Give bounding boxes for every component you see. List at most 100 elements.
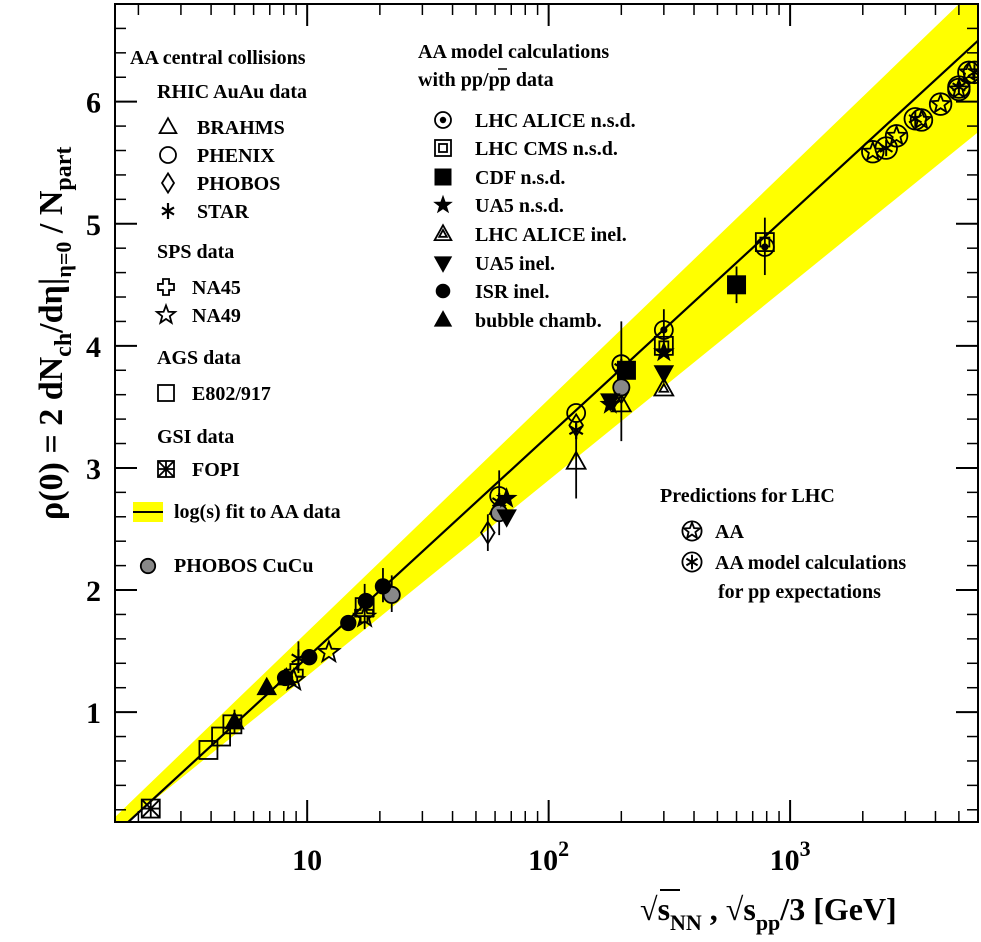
legend-label-na45: NA45 xyxy=(192,277,241,299)
data-point xyxy=(903,107,928,131)
prediction-band-layer xyxy=(115,4,978,822)
y-tick-label: 6 xyxy=(86,87,101,120)
data-point xyxy=(612,378,631,397)
data-point xyxy=(283,663,304,683)
legend-label-lhc-aa: AA xyxy=(715,521,744,543)
legend-item-cdf-nsd: CDF n.s.d. xyxy=(434,167,565,189)
data-point xyxy=(374,578,392,595)
asterisk-in-circle-icon xyxy=(681,551,703,573)
legend-rhic-heading: RHIC AuAu data xyxy=(157,81,307,103)
data-point xyxy=(600,393,621,412)
data-point xyxy=(861,139,885,164)
legend-label-isr-inel: ISR inel. xyxy=(475,281,549,303)
data-point xyxy=(652,376,675,397)
data-point xyxy=(357,592,375,610)
triangle-open-icon xyxy=(158,116,178,135)
triangle-down-filled-icon xyxy=(433,256,453,273)
fit-line xyxy=(126,39,978,822)
legend-item-phenix: PHENIX xyxy=(159,145,275,167)
square-open-icon xyxy=(157,384,175,402)
legend-label-star: STAR xyxy=(197,201,249,223)
data-point xyxy=(211,726,231,747)
star-in-circle-icon xyxy=(681,520,703,542)
legend-aa-central: AA central collisions RHIC AuAu data BRA… xyxy=(130,47,341,577)
legend-gsi-heading: GSI data xyxy=(157,426,234,448)
fit-line-layer xyxy=(126,39,978,822)
legend-item-lhc-aa: AA xyxy=(681,520,744,543)
x-tick-label: 102 xyxy=(528,836,569,877)
data-point xyxy=(616,360,636,380)
legend-item-alice-nsd: LHC ALICE n.s.d. xyxy=(434,110,636,132)
legend-label-alice-inel: LHC ALICE inel. xyxy=(475,224,627,246)
legend-aa-title: AA central collisions xyxy=(130,47,306,69)
legend-label-ua5-nsd: UA5 n.s.d. xyxy=(475,195,564,217)
legend-label-cms-nsd: LHC CMS n.s.d. xyxy=(475,138,618,160)
triangle-filled-icon xyxy=(433,310,453,327)
circle-gray-icon xyxy=(139,557,157,575)
y-tick-label: 5 xyxy=(86,209,101,242)
legend-item-star: STAR xyxy=(161,201,249,223)
cross-open-icon xyxy=(157,278,175,296)
data-point xyxy=(276,667,297,686)
legend-lhc-title: Predictions for LHC xyxy=(660,485,835,507)
star-open-icon xyxy=(154,302,178,325)
legend-ags-heading: AGS data xyxy=(157,347,241,369)
legend-model-title-2: with pp/pp data xyxy=(418,69,554,91)
y-tick-label: 1 xyxy=(86,697,101,730)
axis-tick-layer: 1 2 3 4 5 6 10 102 103 xyxy=(86,4,979,877)
legend-label-phobos: PHOBOS xyxy=(197,173,280,195)
legend-label-alice-nsd: LHC ALICE n.s.d. xyxy=(475,110,636,132)
legend-item-ua5-nsd: UA5 n.s.d. xyxy=(433,194,564,217)
x-tick-label: 10 xyxy=(292,844,322,877)
legend-item-fit: log(s) fit to AA data xyxy=(133,501,341,523)
data-point xyxy=(198,740,219,760)
legend-item-na45: NA45 xyxy=(157,277,241,299)
data-point xyxy=(928,92,953,116)
legend-sps-heading: SPS data xyxy=(157,241,234,263)
data-point xyxy=(874,136,898,160)
data-point xyxy=(652,340,675,362)
data-point xyxy=(256,676,277,696)
legend-model-calculations: AA model calculations with pp/pp data LH… xyxy=(418,41,636,332)
star-filled-icon xyxy=(433,194,453,214)
diamond-open-icon xyxy=(160,171,176,195)
legend-model-title-1: AA model calculations xyxy=(418,41,609,63)
circle-dot-icon xyxy=(434,111,452,129)
legend-label-cucu: PHOBOS CuCu xyxy=(174,555,313,577)
prediction-band xyxy=(115,4,978,822)
legend-label-fopi: FOPI xyxy=(192,459,240,481)
y-tick-label: 2 xyxy=(86,575,101,608)
data-point xyxy=(947,75,971,99)
square-x-icon xyxy=(157,460,175,478)
plot-frame xyxy=(114,3,979,823)
legend-label-ua5-inel: UA5 inel. xyxy=(475,253,555,275)
data-point xyxy=(568,421,584,440)
legend-item-cms-nsd: LHC CMS n.s.d. xyxy=(434,138,618,160)
legend-item-fopi: FOPI xyxy=(157,459,240,481)
legend-item-brahms: BRAHMS xyxy=(158,116,285,139)
legend-item-na49: NA49 xyxy=(154,302,241,327)
legend-label-cdf-nsd: CDF n.s.d. xyxy=(475,167,565,189)
legend-item-lhc-model: AA model calculations xyxy=(681,551,906,574)
data-point xyxy=(301,649,318,666)
x-tick-label: 103 xyxy=(770,836,811,877)
legend-label-bubble: bubble chamb. xyxy=(475,310,602,332)
legend-label-e802: E802/917 xyxy=(192,383,271,405)
legend-item-ua5-inel: UA5 inel. xyxy=(433,253,555,275)
data-point-layer xyxy=(140,60,978,819)
legend-lhc-line2: for pp expectations xyxy=(718,581,881,603)
data-point xyxy=(224,710,245,730)
legend-label-lhc-model: AA model calculations xyxy=(715,552,906,574)
y-tick-label: 4 xyxy=(86,331,101,364)
legend-label-brahms: BRAHMS xyxy=(197,117,285,139)
data-point xyxy=(496,509,517,528)
asterisk-icon xyxy=(161,203,175,219)
data-point xyxy=(480,520,496,546)
legend-item-phobos: PHOBOS xyxy=(160,171,280,195)
legend-item-isr-inel: ISR inel. xyxy=(435,281,549,303)
data-point xyxy=(351,603,378,628)
legend-lhc-predictions: Predictions for LHC AA AA model calculat… xyxy=(660,485,906,603)
legend-label-na49: NA49 xyxy=(192,305,241,327)
data-point xyxy=(653,365,675,384)
